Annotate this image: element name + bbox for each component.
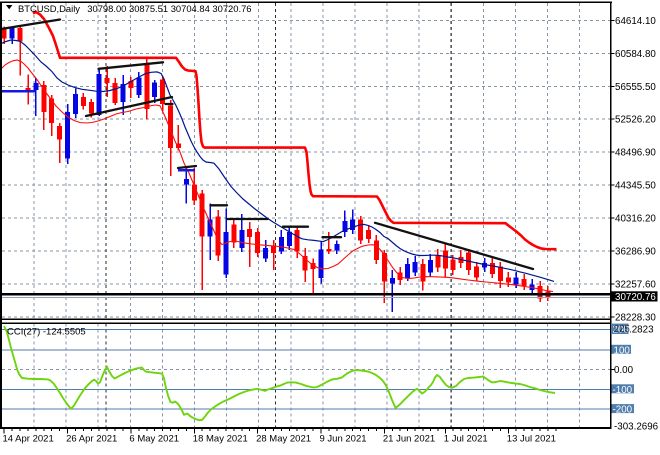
- svg-text:26 Apr 2021: 26 Apr 2021: [66, 434, 117, 445]
- svg-text:CCI(27) -124.5505: CCI(27) -124.5505: [7, 327, 86, 338]
- svg-text:-303.2696: -303.2696: [614, 421, 659, 432]
- svg-text:9 Jun 2021: 9 Jun 2021: [320, 434, 367, 445]
- svg-text:13 Jul 2021: 13 Jul 2021: [507, 434, 556, 445]
- svg-text:225: 225: [614, 324, 631, 335]
- svg-text:36286.90: 36286.90: [615, 246, 656, 257]
- svg-text:30720.76: 30720.76: [615, 292, 656, 303]
- svg-text:44345.50: 44345.50: [615, 181, 656, 192]
- svg-text:28 May 2021: 28 May 2021: [256, 434, 311, 445]
- svg-text:21 Jun 2021: 21 Jun 2021: [383, 434, 435, 445]
- svg-text:6 May 2021: 6 May 2021: [129, 434, 179, 445]
- svg-text:60584.80: 60584.80: [615, 49, 656, 60]
- svg-text:-200: -200: [613, 405, 633, 416]
- svg-text:56555.50: 56555.50: [615, 82, 656, 93]
- svg-text:14 Apr 2021: 14 Apr 2021: [3, 434, 54, 445]
- svg-text:64614.10: 64614.10: [615, 16, 656, 27]
- svg-text:-100: -100: [613, 385, 633, 396]
- svg-text:18 May 2021: 18 May 2021: [193, 434, 248, 445]
- svg-text:1 Jul 2021: 1 Jul 2021: [444, 434, 488, 445]
- svg-text:100: 100: [614, 345, 631, 356]
- svg-text:.2823: .2823: [629, 324, 654, 335]
- svg-text:52526.20: 52526.20: [615, 115, 656, 126]
- svg-text:BTCUSD,Daily 30798.00 30875.5: BTCUSD,Daily 30798.00 30875.51 30704.84 …: [18, 3, 252, 14]
- svg-text:200: 200: [613, 325, 630, 336]
- svg-text:0.00: 0.00: [614, 365, 634, 376]
- svg-text:48496.90: 48496.90: [615, 148, 656, 159]
- svg-text:40316.20: 40316.20: [615, 214, 656, 225]
- svg-text:32257.60: 32257.60: [615, 279, 656, 290]
- svg-text:28228.30: 28228.30: [615, 312, 656, 323]
